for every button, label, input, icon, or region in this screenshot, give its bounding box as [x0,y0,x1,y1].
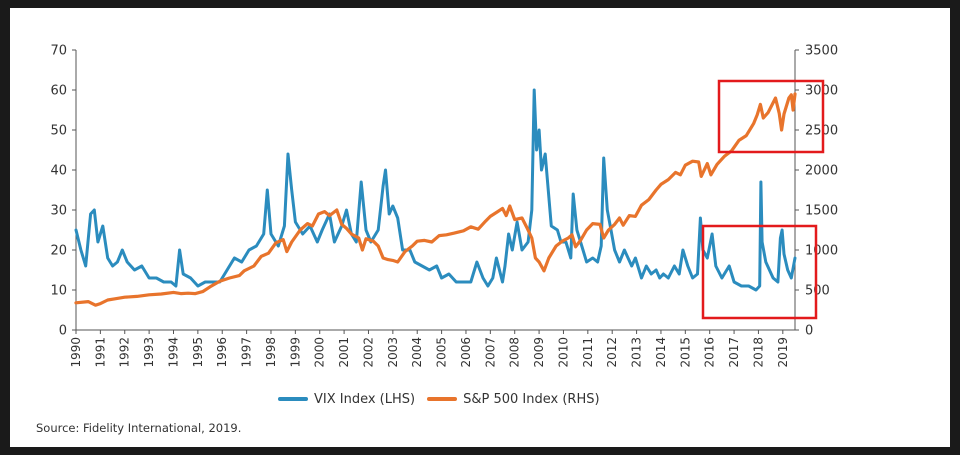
x-tick-label: 1994 [166,337,180,368]
x-tick-label: 2002 [361,337,375,368]
x-tick-label: 1997 [240,337,254,368]
x-tick-label: 2009 [532,337,546,368]
left-tick-label: 30 [50,204,67,219]
x-tick-label: 2013 [630,337,644,368]
right-tick-label: 2000 [805,164,838,179]
x-tick-label: 2018 [751,337,765,368]
x-tick-label: 1991 [93,337,107,368]
x-tick-label: 2019 [776,337,790,368]
highlight-box-vix [701,224,818,320]
legend-swatch-vix [278,397,308,401]
highlight-box-sp500 [717,79,825,154]
right-tick-label: 1500 [805,204,838,219]
x-tick-label: 2005 [435,337,449,368]
right-tick-label: 3500 [805,44,838,59]
legend-label-sp500: S&P 500 Index (RHS) [463,391,600,407]
x-tick-label: 1990 [69,337,83,368]
x-tick-label: 2010 [556,337,570,368]
legend-item-vix: VIX Index (LHS) [278,392,415,407]
right-tick-label: 2500 [805,124,838,139]
left-tick-label: 50 [50,124,67,139]
left-tick-label: 40 [50,164,67,179]
x-tick-label: 2016 [703,337,717,368]
right-tick-label: 1000 [805,244,838,259]
left-tick-label: 0 [59,324,67,339]
sp500-series-line [74,92,797,307]
x-tick-label: 2006 [459,337,473,368]
x-tick-label: 2004 [410,337,424,368]
x-tick-label: 2001 [337,337,351,368]
x-tick-label: 1993 [142,337,156,368]
chart-canvas: 0 10 20 30 40 50 60 70 0 500 1000 1500 2000 2500 3000 3… [50,44,838,368]
x-tick-label: 2015 [678,337,692,368]
right-tick-label: 3000 [805,84,838,99]
chart-panel: 0 10 20 30 40 50 60 70 0 500 1000 1500 2000 2500 3000 3… [10,8,950,447]
right-tick-label: 500 [805,284,830,299]
x-tick-label: 2003 [386,337,400,368]
legend-item-sp500: S&P 500 Index (RHS) [427,391,600,407]
x-tick-label: 2014 [654,337,668,368]
x-tick-label: 1996 [215,337,229,368]
left-tick-label: 20 [50,244,67,259]
x-tick-label: 1998 [264,337,278,368]
legend-label-vix: VIX Index (LHS) [314,391,416,407]
left-tick-label: 70 [50,44,67,59]
left-tick-label: 10 [50,284,67,299]
left-tick-label: 60 [50,84,67,99]
x-tick-label: 2008 [508,337,522,368]
x-tick-label: 1992 [118,337,132,368]
right-tick-label: 0 [805,324,813,339]
legend: VIX Index (LHS) S&P 500 Index (RHS) [278,389,600,409]
x-tick-label: 2011 [581,337,595,368]
x-tick-label: 2000 [313,337,327,368]
x-tick-label: 2017 [727,337,741,368]
x-tick-label: 2007 [483,337,497,368]
x-tick-label: 1995 [191,337,205,368]
legend-swatch-sp500 [427,397,458,401]
source-note: Source: Fidelity International, 2019. [36,421,242,435]
x-tick-label: 2012 [605,337,619,368]
vix-series-line [74,88,797,292]
x-tick-label: 1999 [288,337,302,368]
